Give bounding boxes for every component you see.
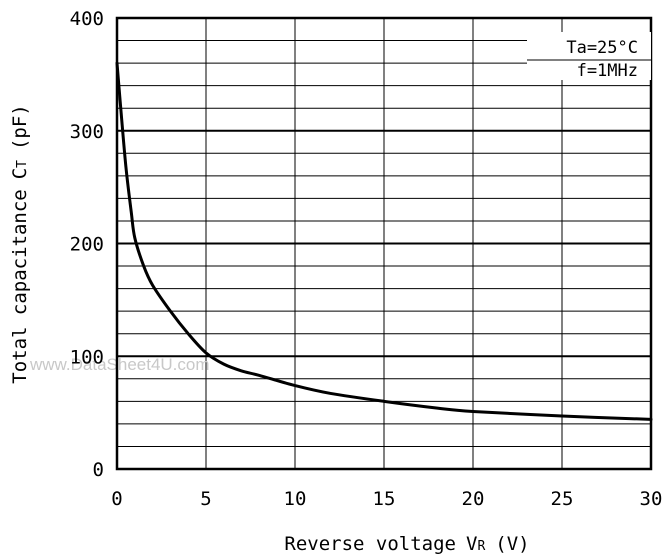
y-axis-title-text: Total capacitance [9,189,31,383]
x-axis-title-text: Reverse voltage [284,533,456,555]
x-tick-label: 25 [551,488,574,510]
x-tick-label: 10 [284,488,307,510]
y-axis-title-symbol: C [9,168,31,179]
y-tick-label: 100 [70,346,104,368]
annotation-background [527,32,651,80]
watermark-layer: www.DataSheet4U.com [29,355,210,374]
x-tick-label: 30 [640,488,663,510]
y-tick-label: 400 [70,8,104,30]
series-layer [115,61,653,421]
y-tick-label: 0 [93,459,104,481]
annotation-temperature: Ta=25°C [566,38,638,58]
x-axis-title: Reverse voltage VR (V) [284,533,529,555]
grid-layer [117,18,651,469]
y-axis-title-unit: (pF) [9,104,31,150]
x-axis-title-unit: (V) [495,533,529,555]
y-axis-title: Total capacitance CT (pF) [9,104,31,384]
x-axis-title-symbol: V [466,533,477,555]
y-tick-label: 300 [70,121,104,143]
y-axis-title-subscript: T [15,160,30,168]
frame-layer [115,16,653,471]
watermark: www.DataSheet4U.com [29,355,210,374]
x-tick-label: 20 [462,488,485,510]
plot-frame [115,16,653,471]
x-tick-label: 0 [111,488,122,510]
x-tick-label: 15 [373,488,396,510]
x-axis-title-subscript: R [477,539,485,554]
x-tick-label: 5 [200,488,211,510]
annotation-frequency: f=1MHz [577,61,638,81]
annotation-box: Ta=25°C f=1MHz [527,32,651,81]
series-line-0 [115,61,653,421]
y-tick-label: 200 [70,234,104,256]
